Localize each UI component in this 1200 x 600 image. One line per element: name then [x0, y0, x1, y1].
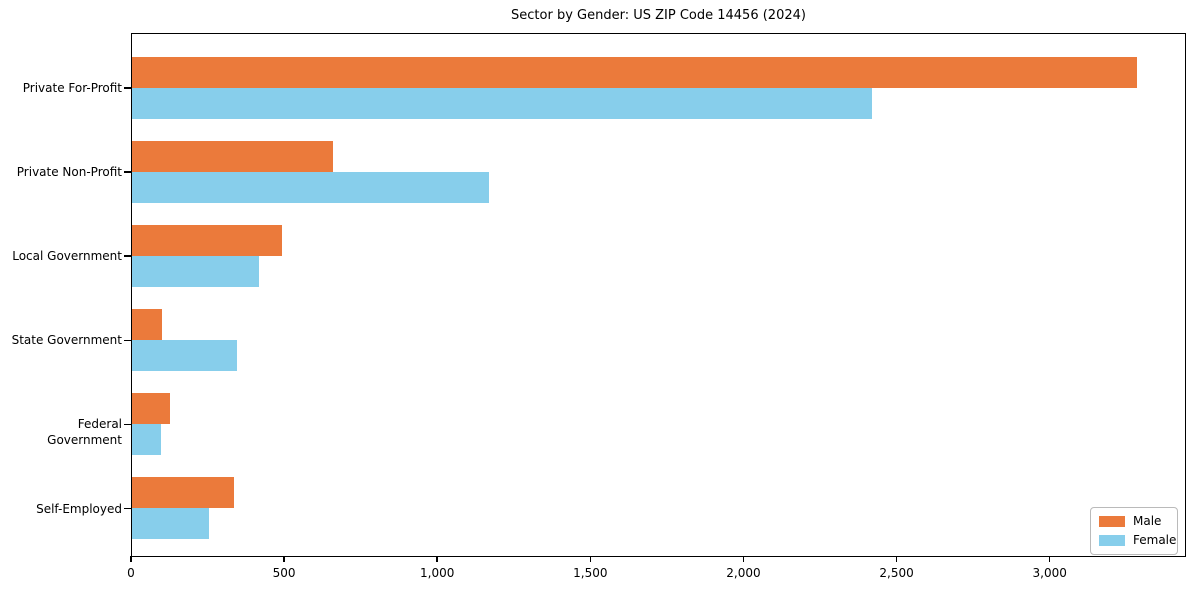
legend: Male Female: [1090, 507, 1178, 555]
bar-male-2: [132, 224, 283, 256]
bar-female-3: [132, 339, 238, 371]
bar-male-4: [132, 392, 170, 424]
x-tick-label: 1,000: [420, 566, 455, 580]
bar-male-1: [132, 140, 334, 172]
plot-area: [131, 33, 1186, 557]
bar-male-3: [132, 308, 162, 340]
y-tick-label: Federal Government: [47, 417, 122, 448]
legend-label-female: Female: [1133, 533, 1177, 547]
bar-female-2: [132, 255, 260, 287]
y-tick-mark: [124, 171, 131, 173]
x-tick-label: 0: [127, 566, 135, 580]
y-tick-label: Private Non-Profit: [16, 165, 122, 180]
x-tick-mark: [742, 556, 745, 562]
y-tick-mark: [124, 507, 131, 510]
chart-title: Sector by Gender: US ZIP Code 14456 (202…: [511, 8, 806, 23]
bar-male-5: [132, 477, 234, 508]
y-tick-mark: [124, 87, 131, 89]
x-tick-label: 3,000: [1032, 566, 1067, 580]
bar-female-4: [132, 423, 162, 455]
x-tick-label: 1,500: [573, 566, 608, 580]
x-tick-mark: [283, 556, 285, 562]
x-tick-mark: [1048, 556, 1051, 562]
legend-item-male: Male: [1099, 515, 1169, 528]
legend-swatch-male: [1099, 516, 1125, 527]
bar-male-0: [132, 56, 1137, 88]
x-tick-label: 500: [272, 566, 296, 580]
legend-swatch-female: [1099, 535, 1125, 546]
bar-female-1: [132, 171, 490, 203]
y-tick-mark: [124, 339, 131, 342]
y-tick-mark: [124, 255, 131, 257]
x-tick-label: 2,500: [879, 566, 914, 580]
legend-label-male: Male: [1133, 514, 1162, 528]
y-tick-label: Local Government: [12, 249, 122, 264]
y-tick-label: Private For-Profit: [22, 81, 122, 95]
x-tick-mark: [130, 556, 132, 562]
x-tick-label: 2,000: [726, 566, 761, 580]
x-tick-mark: [436, 556, 438, 562]
x-tick-mark: [589, 556, 592, 562]
y-tick-label: State Government: [11, 333, 122, 348]
bar-female-5: [132, 508, 210, 539]
y-tick-label: Self-Employed: [36, 501, 122, 516]
y-tick-mark: [124, 423, 131, 426]
bar-female-0: [132, 87, 872, 119]
x-tick-mark: [895, 556, 898, 562]
legend-item-female: Female: [1099, 534, 1176, 547]
